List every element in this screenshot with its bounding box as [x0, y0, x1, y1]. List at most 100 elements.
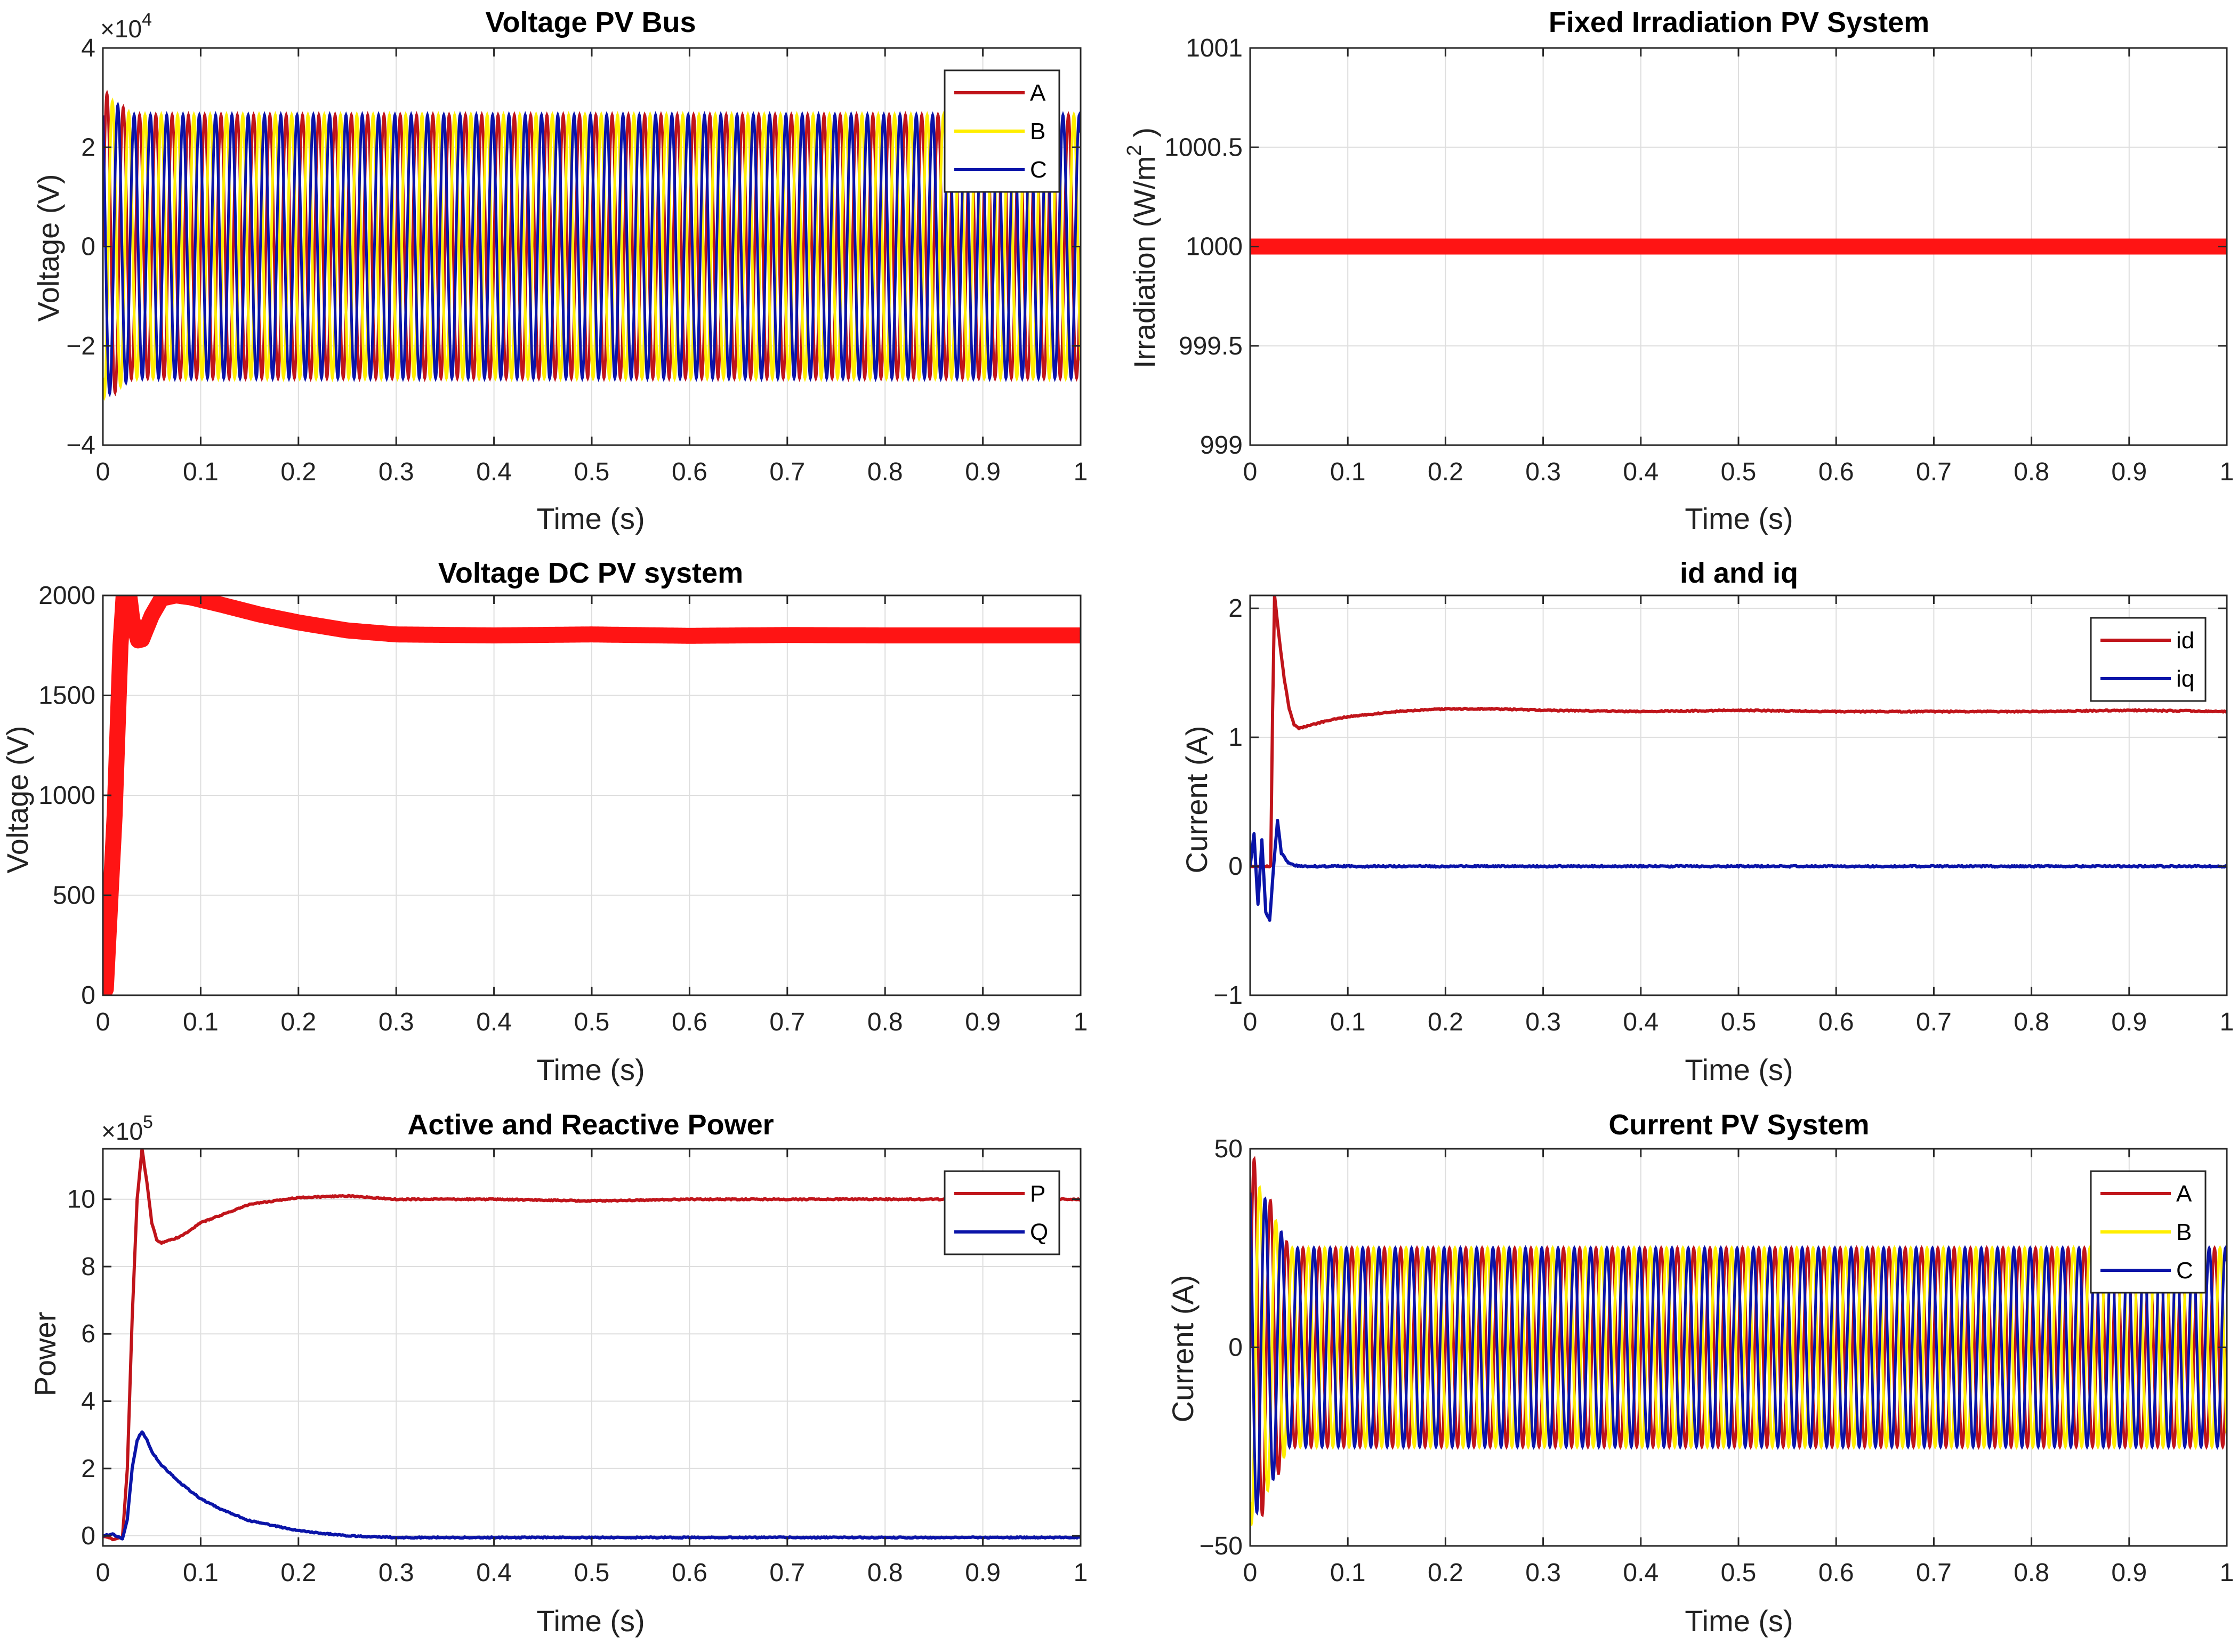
x-axis-label: Time (s)	[536, 502, 645, 535]
x-tick-label: 1	[1074, 1559, 1088, 1587]
x-tick-label: 0.4	[1623, 1559, 1659, 1587]
x-tick-label: 0.3	[1525, 458, 1561, 486]
x-tick-label: 0.8	[2014, 458, 2049, 486]
series-line-B	[1250, 1184, 2227, 1527]
x-axis-label: Time (s)	[1685, 502, 1793, 535]
legend-label-P: P	[1030, 1181, 1045, 1207]
legend: PQ	[944, 1170, 1060, 1255]
chart-title: Voltage PV Bus	[485, 6, 696, 38]
legend-label-B: B	[2176, 1219, 2192, 1245]
legend-label-Q: Q	[1030, 1219, 1048, 1245]
x-tick-label: 0.3	[1525, 1008, 1561, 1036]
series-line-Q	[103, 1430, 1081, 1541]
y-tick-label: 1500	[38, 682, 95, 710]
series-line-A	[103, 90, 1081, 397]
series-group	[103, 1149, 1081, 1542]
x-axis-label: Time (s)	[536, 1053, 645, 1086]
legend-box	[2090, 617, 2207, 702]
y-axis-label: Voltage (V)	[1, 726, 34, 873]
y-tick-label: 0	[1228, 1334, 1243, 1362]
x-tick-label: 0.5	[574, 458, 610, 486]
y-tick-label: 1000	[1186, 233, 1243, 261]
x-tick-label: 0.7	[769, 1559, 805, 1587]
y-tick-label: 8	[81, 1253, 95, 1281]
x-tick-label: 0	[96, 1008, 110, 1036]
chart-title: Voltage DC PV system	[438, 557, 743, 589]
y-exponent: ×105	[101, 1112, 153, 1145]
legend-label-id: id	[2176, 627, 2194, 654]
x-tick-label: 1	[2220, 1008, 2234, 1036]
x-tick-label: 0.5	[1721, 458, 1757, 486]
x-tick-label: 0.9	[965, 458, 1001, 486]
y-tick-label: 0	[1228, 852, 1243, 881]
y-exponent-power: 4	[142, 10, 152, 30]
y-tick-label: 6	[81, 1320, 95, 1348]
y-tick-label: 2	[81, 1455, 95, 1483]
panel-active-reactive-power: Active and Reactive Power Power Time (s)…	[28, 1109, 1088, 1638]
x-tick-label: 0	[96, 458, 110, 486]
y-axis-label: Current (A)	[1180, 726, 1213, 874]
x-axis-label: Time (s)	[536, 1604, 645, 1638]
y-tick-label: 999.5	[1179, 332, 1243, 360]
series-line-C	[1250, 1192, 2227, 1516]
y-tick-label: 1000	[38, 781, 95, 810]
y-tick-label: −1	[1213, 981, 1243, 1010]
y-tick-label: 1	[1228, 723, 1243, 752]
legend-label-A: A	[1030, 80, 1046, 106]
x-tick-label: 0.8	[867, 458, 903, 486]
x-tick-label: 0.6	[672, 1559, 707, 1587]
legend-label-C: C	[2176, 1258, 2193, 1284]
x-tick-label: 0.9	[2111, 458, 2147, 486]
x-tick-label: 0.6	[672, 458, 707, 486]
x-tick-label: 0.3	[379, 1008, 414, 1036]
series-line-Vdc	[103, 595, 1081, 995]
x-tick-label: 0.2	[1428, 458, 1463, 486]
series-line-iq	[1250, 819, 2227, 922]
y-tick-label: 50	[1214, 1135, 1243, 1163]
x-tick-label: 0.7	[769, 458, 805, 486]
series-group	[103, 595, 1081, 995]
panel-current-pv-system: Current PV System Current (A) Time (s) 0…	[1166, 1109, 2234, 1638]
series-group	[1250, 1156, 2227, 1527]
x-tick-label: 0	[1243, 1008, 1258, 1036]
series-group	[1250, 595, 2227, 922]
x-tick-label: 0.5	[574, 1008, 610, 1036]
chart-title: Active and Reactive Power	[407, 1109, 774, 1141]
series-group	[103, 90, 1081, 401]
legend-box	[944, 1170, 1060, 1255]
x-tick-label: 1	[2220, 1559, 2234, 1587]
y-axis-label: Current (A)	[1166, 1275, 1199, 1423]
x-tick-label: 0.6	[1818, 458, 1854, 486]
y-tick-label: 2	[1228, 594, 1243, 623]
x-tick-label: 0.5	[1721, 1559, 1757, 1587]
series-line-A	[1250, 1156, 2227, 1518]
x-tick-label: 0.7	[1916, 1008, 1952, 1036]
legend: id iq	[2090, 617, 2207, 702]
x-tick-label: 0.9	[965, 1559, 1001, 1587]
x-tick-label: 0.3	[379, 458, 414, 486]
x-tick-label: 0.9	[965, 1008, 1001, 1036]
y-tick-label: 999	[1200, 431, 1243, 460]
x-tick-label: 1	[2220, 458, 2234, 486]
y-axis-label-end: )	[1128, 127, 1161, 138]
x-tick-label: 0.6	[1818, 1559, 1854, 1587]
x-tick-label: 1	[1074, 1008, 1088, 1036]
legend: ABC	[944, 69, 1060, 193]
y-tick-label: 4	[81, 34, 95, 62]
legend-label-C: C	[1030, 157, 1047, 183]
series-line-C	[103, 101, 1081, 398]
x-tick-label: 0.2	[280, 1008, 316, 1036]
y-axis-label: Power	[28, 1312, 62, 1397]
y-exponent: ×104	[100, 10, 152, 43]
x-tick-label: 0.8	[867, 1559, 903, 1587]
x-tick-label: 1	[1074, 458, 1088, 486]
x-tick-label: 0.8	[2014, 1008, 2049, 1036]
chart-title: Fixed Irradiation PV System	[1549, 6, 1929, 38]
series-line-P	[103, 1149, 1081, 1542]
x-tick-label: 0.3	[379, 1559, 414, 1587]
x-tick-label: 0.1	[1330, 1008, 1366, 1036]
x-tick-label: 0.9	[2111, 1008, 2147, 1036]
series-line-B	[103, 97, 1081, 401]
